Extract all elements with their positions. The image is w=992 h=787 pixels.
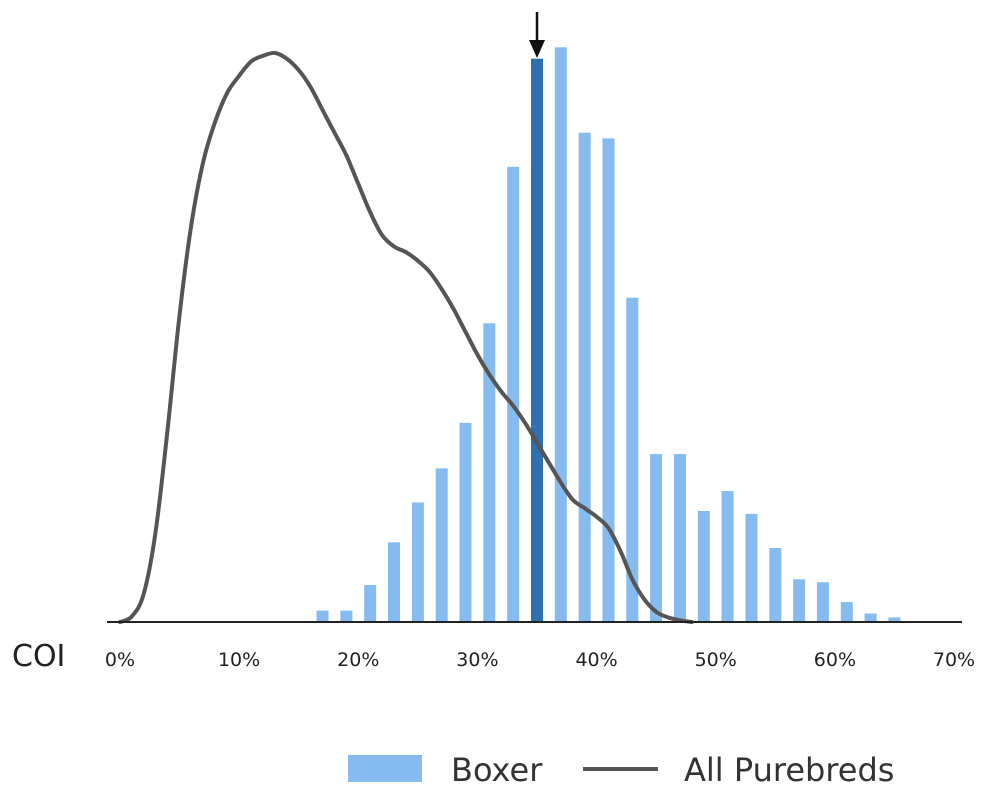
boxer-bar	[364, 585, 377, 622]
x-tick-label: 30%	[456, 649, 498, 671]
boxer-bar	[388, 542, 400, 622]
x-axis-label: COI	[12, 639, 65, 674]
boxer-bar	[745, 513, 758, 622]
boxer-bar	[554, 47, 567, 623]
x-tick-label: 0%	[105, 649, 135, 671]
boxer-bar	[602, 138, 615, 622]
boxer-bar	[507, 166, 520, 623]
x-tick-label: 20%	[337, 649, 379, 671]
x-tick-label: 50%	[695, 649, 737, 671]
x-tick-label: 40%	[575, 649, 617, 671]
boxer-bar	[340, 610, 353, 622]
boxer-bar	[840, 602, 853, 622]
boxer-bar	[411, 502, 424, 622]
boxer-bar	[435, 468, 448, 622]
boxer-bar	[650, 454, 663, 622]
x-tick-label: 70%	[933, 649, 975, 671]
legend: Boxer All Purebreds	[348, 751, 894, 787]
legend-boxer-swatch	[348, 755, 422, 782]
boxer-bar	[459, 422, 472, 622]
boxer-bars	[316, 47, 901, 623]
boxer-bar	[697, 511, 710, 622]
boxer-bar	[721, 491, 734, 622]
legend-boxer-label: Boxer	[451, 751, 543, 787]
x-tick-label: 10%	[218, 649, 260, 671]
boxer-bar	[626, 297, 639, 622]
x-tick-labels: 0% 10% 20% 30% 40% 50% 60% 70%	[105, 649, 975, 671]
boxer-bar	[864, 613, 877, 622]
boxer-bar	[531, 58, 543, 622]
legend-purebreds-label: All Purebreds	[684, 751, 894, 787]
boxer-bar	[769, 548, 782, 622]
x-tick-label: 60%	[814, 649, 856, 671]
boxer-bar	[888, 617, 901, 622]
boxer-bar	[816, 582, 829, 622]
boxer-bar	[316, 610, 329, 622]
boxer-bar	[578, 132, 591, 622]
boxer-bar	[674, 454, 686, 622]
boxer-bar	[793, 579, 806, 622]
highlight-arrow-icon	[529, 12, 545, 58]
all-purebreds-line	[118, 50, 694, 624]
boxer-bar	[483, 323, 496, 622]
